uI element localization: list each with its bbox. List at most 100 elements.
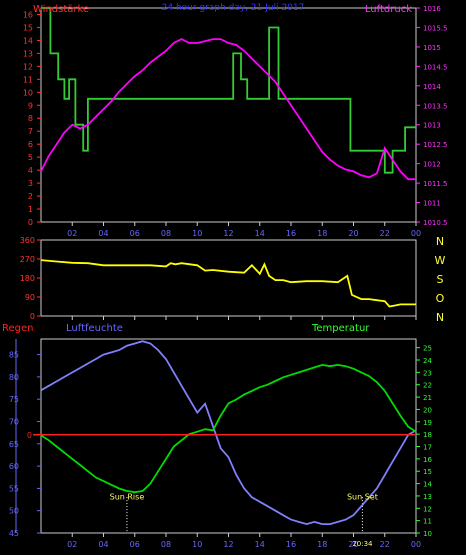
direction-y-tick-label: 270 xyxy=(20,255,35,264)
bottom-x-tick-label: 04 xyxy=(98,540,108,549)
wind-y-tick-label: 14 xyxy=(23,36,33,45)
wind-y-tick-label: 11 xyxy=(23,75,33,84)
wind-pressure-panel: 0123456789101112131415161010.510111011.5… xyxy=(23,3,448,238)
wind-y-tick-label: 8 xyxy=(28,114,33,123)
pressure-y-tick-label: 1015 xyxy=(423,44,441,52)
temperature-y-tick-label: 16 xyxy=(423,456,432,464)
top-x-tick-label: 14 xyxy=(255,229,265,238)
top-x-tick-label: 22 xyxy=(380,229,390,238)
rain-axis-title: Regen xyxy=(2,323,34,334)
wind-y-tick-label: 4 xyxy=(28,166,33,175)
wind-y-tick-label: 10 xyxy=(23,88,33,97)
pressure-y-tick-label: 1010.5 xyxy=(423,219,448,227)
wind-y-tick-label: 15 xyxy=(23,23,33,32)
top-x-tick-label: 10 xyxy=(192,229,202,238)
top-x-tick-label: 02 xyxy=(67,229,77,238)
temperature-y-tick-label: 13 xyxy=(423,493,432,501)
wind-axis-title: Windstärke xyxy=(33,4,89,15)
bottom-x-tick-label: 10 xyxy=(192,540,202,549)
sunset-time-label: 20:34 xyxy=(352,540,373,548)
chart-title: 24 hour graph day, 21 Juli 2017 xyxy=(162,3,305,13)
temperature-y-tick-label: 14 xyxy=(423,481,432,489)
bottom-x-tick-label: 00 xyxy=(411,540,421,549)
humidity-y-tick-label: 45 xyxy=(9,529,19,538)
wind-y-tick-label: 6 xyxy=(28,140,33,149)
wind-y-tick-label: 9 xyxy=(28,101,33,110)
bottom-x-tick-label: 02 xyxy=(67,540,77,549)
pressure-y-tick-label: 1011.5 xyxy=(423,180,448,188)
pressure-y-tick-label: 1014.5 xyxy=(423,63,448,71)
wind-y-tick-label: 1 xyxy=(28,205,33,214)
pressure-y-tick-label: 1012.5 xyxy=(423,141,448,149)
temperature-y-tick-label: 24 xyxy=(423,357,432,365)
wind-y-tick-label: 2 xyxy=(28,192,33,201)
compass-label: S xyxy=(437,273,444,286)
temperature-y-tick-label: 15 xyxy=(423,468,432,476)
top-x-tick-label: 08 xyxy=(161,229,171,238)
humidity-line xyxy=(40,340,417,526)
humidity-y-tick-label: 70 xyxy=(9,418,19,427)
bottom-x-tick-label: 20 xyxy=(348,540,358,549)
pressure-y-tick-label: 1015.5 xyxy=(423,24,448,32)
wind-y-tick-label: 3 xyxy=(28,179,33,188)
bottom-x-tick-label: 18 xyxy=(317,540,327,549)
bottom-x-tick-label: 12 xyxy=(223,540,233,549)
wind-speed-line xyxy=(41,7,416,174)
compass-label: N xyxy=(436,235,444,248)
humidity-temperature-frame xyxy=(40,338,417,534)
pressure-y-tick-label: 1012 xyxy=(423,161,441,169)
pressure-y-tick-label: 1011 xyxy=(423,200,441,208)
bottom-x-tick-label: 16 xyxy=(286,540,296,549)
sunset-label: Sun Set xyxy=(347,493,378,502)
direction-y-tick-label: 180 xyxy=(20,274,35,283)
humidity-y-tick-label: 85 xyxy=(9,351,19,360)
temperature-y-tick-label: 19 xyxy=(423,419,432,427)
bottom-x-tick-label: 08 xyxy=(161,540,171,549)
temperature-axis-title: Temperatur xyxy=(311,323,370,334)
wind-direction-line xyxy=(40,259,416,308)
temperature-y-tick-label: 20 xyxy=(423,406,432,414)
pressure-axis-title: Luftdruck xyxy=(365,4,412,15)
temperature-y-tick-label: 23 xyxy=(423,369,432,377)
pressure-y-tick-label: 1014 xyxy=(423,83,441,91)
compass-label: W xyxy=(435,254,446,267)
top-x-tick-label: 12 xyxy=(223,229,233,238)
bottom-x-tick-label: 06 xyxy=(130,540,140,549)
temperature-y-tick-label: 10 xyxy=(423,530,432,538)
temperature-y-tick-label: 25 xyxy=(423,345,432,353)
humidity-y-tick-label: 50 xyxy=(9,507,19,516)
humidity-y-tick-label: 75 xyxy=(9,395,19,404)
sunrise-label: Sun Rise xyxy=(110,493,145,502)
temperature-y-tick-label: 12 xyxy=(423,505,432,513)
compass-label: N xyxy=(436,311,444,324)
pressure-y-tick-label: 1013.5 xyxy=(423,102,448,110)
wind-y-tick-label: 12 xyxy=(23,62,33,71)
direction-y-tick-label: 0 xyxy=(30,312,35,321)
temperature-y-tick-label: 21 xyxy=(423,394,432,402)
temperature-line xyxy=(40,363,417,494)
direction-frame xyxy=(40,239,417,317)
humidity-y-tick-label: 60 xyxy=(9,462,19,471)
top-x-tick-label: 00 xyxy=(411,229,421,238)
humidity-temperature-panel: 45 50 55 60 65 70 75 80 85 10 11 12 13 14 15 16 17 18 19 20… xyxy=(2,323,432,549)
bottom-x-tick-label: 22 xyxy=(380,540,390,549)
humidity-axis-title: Luftfeuchte xyxy=(66,323,123,334)
wind-y-tick-label: 0 xyxy=(28,218,33,227)
wind-y-tick-label: 13 xyxy=(23,49,33,58)
top-x-tick-label: 06 xyxy=(130,229,140,238)
top-x-tick-label: 04 xyxy=(98,229,108,238)
bottom-x-tick-label: 14 xyxy=(255,540,265,549)
temperature-y-tick-label: 17 xyxy=(423,444,432,452)
rain-y-tick-label: 0 xyxy=(27,431,32,440)
top-x-tick-label: 18 xyxy=(317,229,327,238)
pressure-y-tick-label: 1013 xyxy=(423,122,441,130)
wind-y-tick-label: 5 xyxy=(28,153,33,162)
compass-label: O xyxy=(436,292,445,305)
direction-y-tick-label: 90 xyxy=(25,293,35,302)
humidity-y-tick-label: 55 xyxy=(9,484,19,493)
temperature-y-tick-label: 11 xyxy=(423,518,432,526)
temperature-y-tick-label: 18 xyxy=(423,431,432,439)
humidity-y-tick-label: 65 xyxy=(9,440,19,449)
